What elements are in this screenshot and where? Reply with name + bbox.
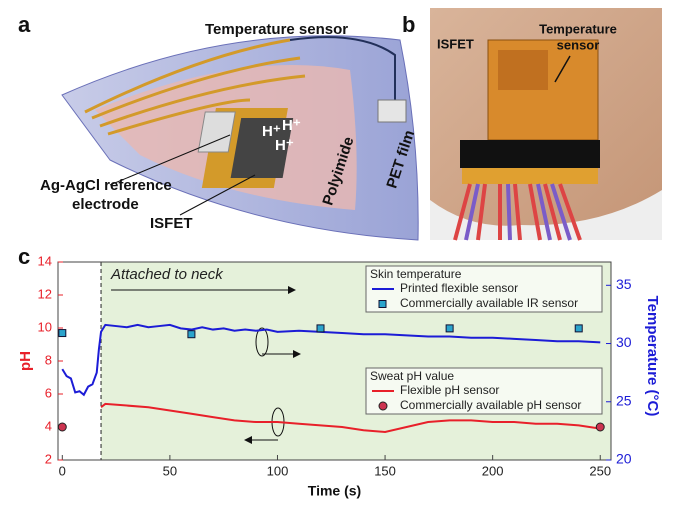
ir-point <box>445 324 454 333</box>
y-tick-label: 12 <box>38 286 52 301</box>
label: electrode <box>72 196 139 213</box>
y-tick-label: 6 <box>45 385 52 400</box>
panel-b-photo <box>430 8 662 241</box>
trace <box>84 38 306 136</box>
label: Temperature sensor <box>205 21 348 38</box>
ion: H⁺ <box>282 117 301 134</box>
y-tick-label: 8 <box>45 352 52 367</box>
pointer <box>179 174 256 216</box>
y-tick-label: 2 <box>45 451 52 466</box>
x-tick-label: 100 <box>267 463 289 478</box>
x-tick-label: 250 <box>589 463 611 478</box>
temperature-sensor <box>377 99 407 123</box>
legend-label: Printed flexible sensor <box>400 281 518 295</box>
legend-title: Skin temperature <box>370 267 462 281</box>
sensor-trace <box>289 36 396 100</box>
annotation: Attached to neck <box>110 266 224 283</box>
connector <box>460 140 600 168</box>
legend-box <box>365 367 603 415</box>
isfet-gate <box>230 118 294 178</box>
y2-tick-label: 35 <box>616 276 632 292</box>
isfet-area <box>498 50 548 90</box>
ir-point <box>187 330 196 339</box>
series-line <box>100 402 601 433</box>
pins <box>462 168 598 184</box>
legend-swatch <box>378 401 388 411</box>
y-tick-label: 10 <box>38 319 52 334</box>
legend-label: Flexible pH sensor <box>400 383 499 397</box>
wires <box>453 183 582 241</box>
y-tick-label: 4 <box>45 418 52 433</box>
axis-indicator <box>255 327 269 357</box>
x-tick-label: 200 <box>482 463 504 478</box>
x-tick-label: 0 <box>59 463 66 478</box>
ph-point <box>595 422 605 432</box>
series-line <box>61 323 601 397</box>
y-tick-label: 14 <box>38 253 52 268</box>
collar <box>430 190 662 240</box>
pointer <box>554 55 571 83</box>
y2-tick-label: 25 <box>616 392 632 408</box>
panel-label: c <box>18 244 30 269</box>
x-tick-label: 50 <box>163 463 177 478</box>
label: Temperature <box>539 21 617 36</box>
y2-tick-label: 30 <box>616 334 632 350</box>
panel-label: b <box>402 12 415 37</box>
label: ISFET <box>150 215 193 232</box>
legend-title: Sweat pH value <box>370 369 454 383</box>
legend-box <box>365 265 603 313</box>
label: Ag-AgCl reference <box>40 177 172 194</box>
ph-point <box>57 422 67 432</box>
pointer <box>109 134 231 186</box>
ir-point <box>574 324 583 333</box>
y2-axis-label: Temperature (°C) <box>644 296 661 417</box>
panel-label: a <box>18 12 31 37</box>
ir-point <box>316 324 325 333</box>
panel-a-illustration <box>61 35 419 241</box>
wires <box>464 183 572 241</box>
x-axis-label: Time (s) <box>308 483 361 499</box>
legend-label: Commercially available IR sensor <box>400 296 578 310</box>
ir-point <box>58 329 67 338</box>
ion: H⁺ <box>262 123 281 140</box>
y2-tick-label: 20 <box>616 451 632 467</box>
label: sensor <box>557 37 600 52</box>
legend-label: Commercially available pH sensor <box>400 398 581 412</box>
label: ISFET <box>437 36 474 51</box>
reference-electrode <box>197 111 236 153</box>
ion: H⁺ <box>275 137 294 154</box>
x-tick-label: 150 <box>374 463 396 478</box>
legend-swatch <box>378 300 387 308</box>
y-axis-label: pH <box>17 351 34 371</box>
